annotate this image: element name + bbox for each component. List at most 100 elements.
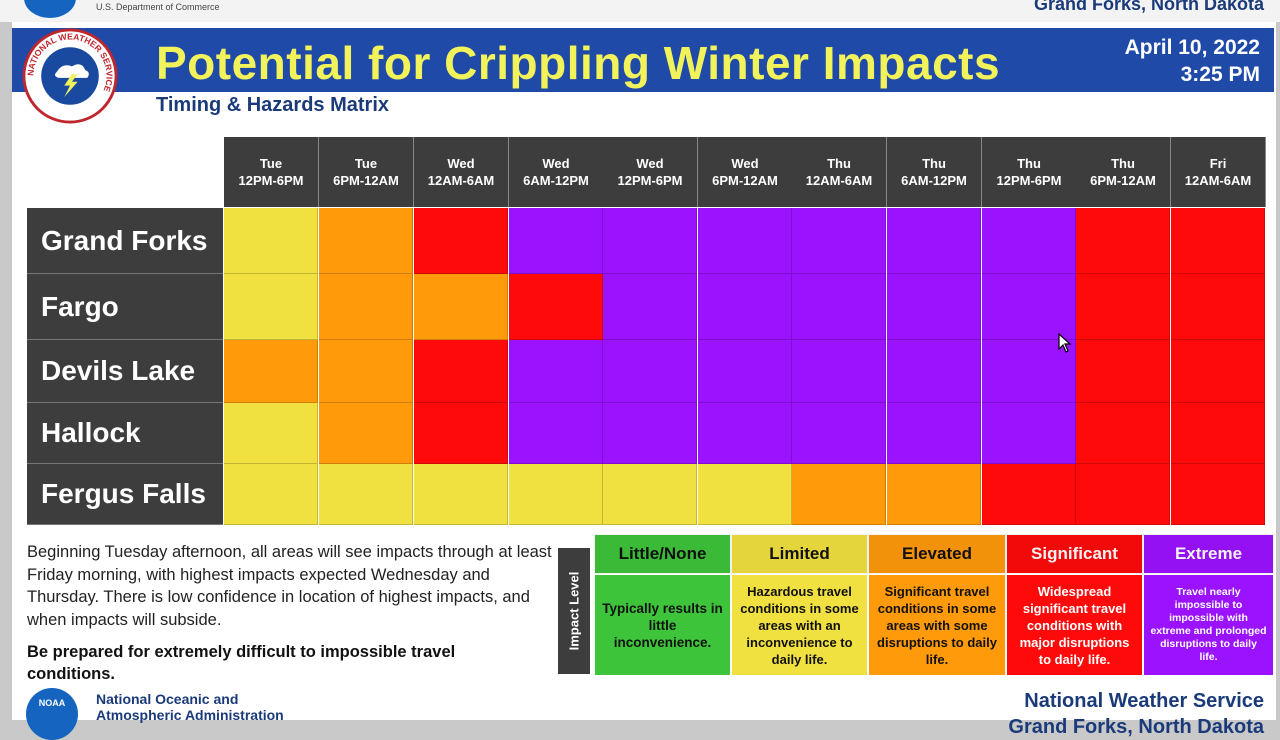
impact-cell-significant bbox=[1171, 403, 1265, 464]
noaa-name-line2: Atmospheric Administration bbox=[96, 707, 284, 723]
impact-cell-extreme bbox=[509, 208, 603, 274]
impact-cell-extreme bbox=[982, 340, 1076, 403]
column-time: 12PM-6PM bbox=[238, 173, 304, 188]
column-time: 6AM-12PM bbox=[523, 173, 589, 188]
impact-cell-significant bbox=[1171, 464, 1265, 525]
impact-cell-extreme bbox=[792, 208, 886, 274]
impact-cell-elevated bbox=[319, 403, 413, 464]
impact-cell-extreme bbox=[509, 403, 603, 464]
impact-cell-extreme bbox=[603, 274, 697, 340]
legend-description-elevated: Significant travel conditions in some ar… bbox=[868, 574, 1006, 676]
impact-cell-extreme bbox=[792, 403, 886, 464]
impact-cell-limited bbox=[603, 464, 697, 525]
row-header-location: Devils Lake bbox=[27, 340, 223, 403]
impact-cell-elevated bbox=[887, 464, 981, 525]
legend-label-extreme: Extreme bbox=[1143, 534, 1274, 574]
impact-cell-elevated bbox=[319, 208, 413, 274]
row-header-location: Hallock bbox=[27, 403, 223, 464]
impact-cell-limited bbox=[414, 464, 508, 525]
impact-cell-extreme bbox=[698, 340, 792, 403]
impact-cell-extreme bbox=[887, 403, 981, 464]
impact-cell-elevated bbox=[792, 464, 886, 525]
impact-cell-significant bbox=[982, 464, 1076, 525]
noaa-name-line1: National Oceanic and bbox=[96, 691, 239, 707]
nws-footer-line2: Grand Forks, North Dakota bbox=[1008, 716, 1264, 738]
legend-label-elevated: Elevated bbox=[868, 534, 1006, 574]
impact-level-text: Impact Level bbox=[566, 571, 582, 651]
impact-cell-significant bbox=[414, 340, 508, 403]
issue-datetime: April 10, 2022 3:25 PM bbox=[1125, 34, 1260, 88]
row-header-location: Fargo bbox=[27, 274, 223, 340]
legend-label-little: Little/None bbox=[594, 534, 731, 574]
column-header: Tue 12PM-6PM bbox=[224, 137, 319, 207]
impact-cell-elevated bbox=[319, 340, 413, 403]
prepare-statement: Be prepared for extremely difficult to i… bbox=[27, 643, 456, 683]
impact-cell-significant bbox=[1171, 340, 1265, 403]
column-time: 6PM-12AM bbox=[712, 173, 778, 188]
nws-logo-icon: NATIONAL WEATHER SERVICE bbox=[22, 28, 118, 124]
impact-cell-significant bbox=[1076, 464, 1170, 525]
impact-cell-extreme bbox=[887, 274, 981, 340]
page-subtitle: Timing & Hazards Matrix bbox=[156, 94, 390, 116]
noaa-logo-icon bbox=[24, 0, 76, 18]
column-day: Wed bbox=[542, 156, 570, 171]
impact-cell-extreme bbox=[887, 208, 981, 274]
column-time: 6AM-12PM bbox=[901, 173, 967, 188]
impact-cell-extreme bbox=[698, 403, 792, 464]
column-header: Fri 12AM-6AM bbox=[1171, 137, 1266, 207]
impact-cell-significant bbox=[1076, 208, 1170, 274]
column-day: Tue bbox=[259, 156, 283, 171]
impact-cell-elevated bbox=[319, 274, 413, 340]
impact-cell-limited bbox=[509, 464, 603, 525]
impact-cell-limited bbox=[224, 464, 318, 525]
column-time: 12AM-6AM bbox=[805, 173, 873, 188]
impact-cell-significant bbox=[1171, 208, 1265, 274]
noaa-name: National Oceanic and Atmospheric Adminis… bbox=[96, 691, 284, 723]
noaa-logo-text: NOAA bbox=[38, 698, 66, 708]
column-header: Wed 6AM-12PM bbox=[509, 137, 604, 207]
column-time: 6PM-12AM bbox=[333, 173, 399, 188]
impact-cell-significant bbox=[1076, 340, 1170, 403]
legend-description-little: Typically results in little inconvenienc… bbox=[594, 574, 731, 676]
impact-cell-limited bbox=[224, 274, 318, 340]
impact-cell-significant bbox=[414, 208, 508, 274]
impact-cell-limited bbox=[224, 403, 318, 464]
column-day: Tue bbox=[354, 156, 378, 171]
column-day: Wed bbox=[636, 156, 664, 171]
department-label: U.S. Department of Commerce bbox=[96, 2, 220, 12]
impact-cell-extreme bbox=[982, 274, 1076, 340]
column-day: Wed bbox=[447, 156, 475, 171]
impact-cell-limited bbox=[224, 208, 318, 274]
impact-cell-limited bbox=[698, 464, 792, 525]
impact-cell-extreme bbox=[603, 340, 697, 403]
column-day: Thu bbox=[1111, 156, 1135, 171]
column-header: Thu 6AM-12PM bbox=[887, 137, 982, 207]
impact-cell-significant bbox=[1171, 274, 1265, 340]
column-time: 12PM-6PM bbox=[617, 173, 683, 188]
legend-description-limited: Hazardous travel conditions in some area… bbox=[731, 574, 868, 676]
row-header-location: Fergus Falls bbox=[27, 464, 223, 525]
column-time: 12AM-6AM bbox=[427, 173, 495, 188]
impact-description: Beginning Tuesday afternoon, all areas w… bbox=[27, 543, 552, 629]
impact-cell-elevated bbox=[224, 340, 318, 403]
impact-cell-significant bbox=[1076, 403, 1170, 464]
row-header-location: Grand Forks bbox=[27, 208, 223, 274]
impact-cell-significant bbox=[1076, 274, 1170, 340]
column-day: Thu bbox=[827, 156, 851, 171]
noaa-footer-logo-icon: NOAA bbox=[26, 688, 78, 740]
impact-cell-extreme bbox=[698, 208, 792, 274]
impact-cell-extreme bbox=[509, 340, 603, 403]
column-header: Tue 6PM-12AM bbox=[319, 137, 414, 207]
nws-footer-line1: National Weather Service bbox=[1024, 690, 1264, 712]
legend-description-significant: Widespread significant travel conditions… bbox=[1006, 574, 1143, 676]
column-time: 6PM-12AM bbox=[1090, 173, 1156, 188]
title-banner bbox=[12, 28, 1274, 92]
impact-cell-significant bbox=[414, 403, 508, 464]
column-day: Fri bbox=[1209, 156, 1227, 171]
issue-date: April 10, 2022 bbox=[1124, 36, 1260, 59]
column-header: Thu 12PM-6PM bbox=[982, 137, 1077, 207]
column-time: 12AM-6AM bbox=[1184, 173, 1252, 188]
impact-cell-significant bbox=[509, 274, 603, 340]
impact-cell-extreme bbox=[982, 403, 1076, 464]
impact-cell-elevated bbox=[414, 274, 508, 340]
